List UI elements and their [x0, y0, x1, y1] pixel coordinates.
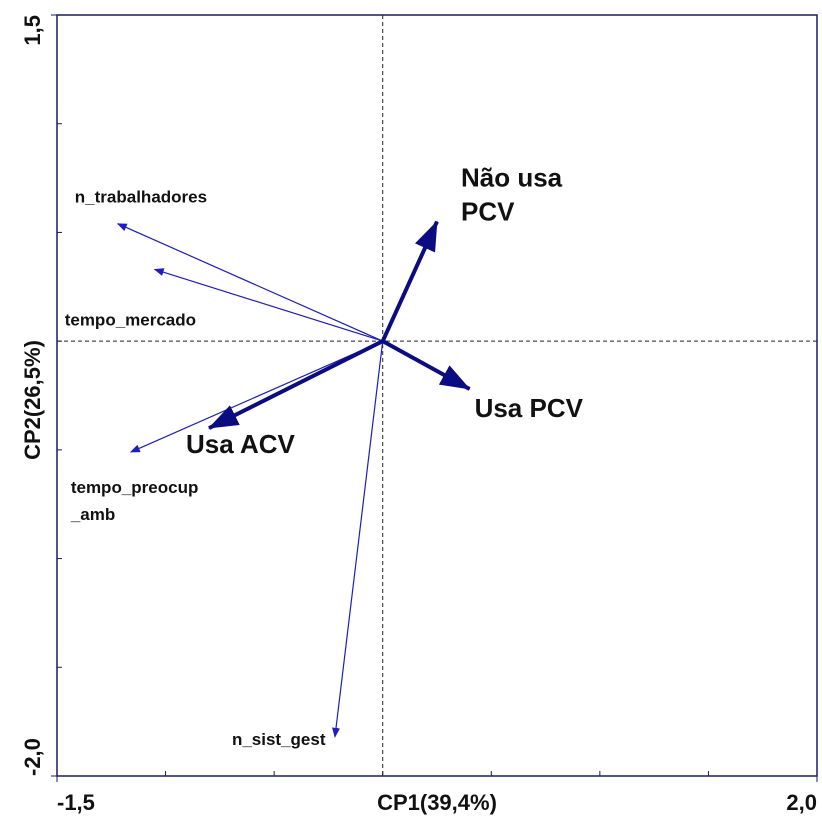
vector-label: _amb: [70, 505, 115, 524]
vector-arrow: [380, 220, 439, 342]
vector-arrow: [116, 223, 383, 342]
vector-label: Usa PCV: [475, 393, 584, 423]
vector-label: n_sist_gest: [232, 730, 326, 749]
vector-label: tempo_preocup: [71, 478, 199, 497]
y-tick-label: -2,0: [20, 738, 45, 776]
vector-label: n_trabalhadores: [75, 188, 207, 207]
vector-label: Não usa: [461, 163, 563, 193]
x-axis-label: CP1(39,4%): [377, 790, 497, 815]
vector-arrow: [153, 268, 383, 342]
vector-label: tempo_mercado: [65, 310, 196, 329]
y-axis-label: CP2(26,5%): [20, 340, 45, 460]
vector-arrow: [129, 340, 383, 453]
vector-label: PCV: [461, 197, 515, 227]
x-tick-label: -1,5: [57, 790, 95, 815]
vector-arrow: [208, 339, 384, 430]
x-tick-label: 2,0: [786, 790, 817, 815]
plot-frame: [56, 14, 818, 777]
vector-arrow: [381, 339, 471, 391]
y-tick-label: 1,5: [20, 15, 45, 46]
vector-arrow: [332, 341, 384, 738]
vector-label: Usa ACV: [186, 429, 296, 459]
